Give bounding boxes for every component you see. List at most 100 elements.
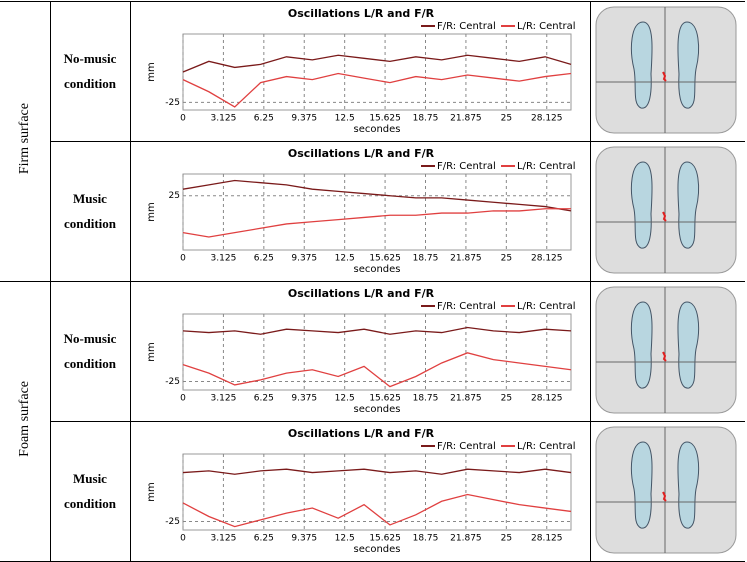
x-tick-label: 3.125: [210, 254, 236, 264]
left-foot: [630, 21, 653, 109]
x-tick-label: 6.25: [253, 534, 273, 544]
legend-label: F/R: Central: [437, 161, 496, 172]
x-tick-label: 28.125: [531, 534, 563, 544]
y-axis-label: mm: [146, 62, 157, 81]
series-line: [182, 179, 571, 212]
x-tick-label: 12.5: [334, 394, 354, 404]
table-row: Foam surface No-music condition Oscillatio…: [0, 281, 745, 562]
chart-cell: Oscillations L/R and F/R F/R: Central L/R:…: [129, 1, 590, 142]
legend-label: F/R: Central: [437, 301, 496, 312]
footprint: [595, 146, 736, 274]
chart-cell: Oscillations L/R and F/R F/R: Central L/R:…: [129, 281, 590, 422]
y-tick-label: 25: [168, 191, 179, 201]
y-axis-label: mm: [146, 202, 157, 221]
x-axis-label: secondes: [353, 404, 400, 415]
plot-frame: [182, 313, 571, 391]
x-tick-label: 28.125: [531, 394, 563, 404]
right-foot: [676, 161, 699, 249]
x-tick-label: 9.375: [291, 254, 317, 264]
x-tick-label: 15.625: [369, 254, 401, 264]
x-tick-label: 6.25: [253, 254, 273, 264]
cop-trace: [661, 491, 667, 502]
x-tick-label: 15.625: [369, 534, 401, 544]
series-line: [182, 493, 571, 528]
series-line: [182, 326, 571, 335]
platform: [595, 146, 736, 274]
footprint: [595, 6, 736, 134]
chart-cell: Oscillations L/R and F/R F/R: Central L/R:…: [129, 141, 590, 282]
legend-label: L/R: Central: [517, 301, 576, 312]
x-tick-label: 12.5: [334, 114, 354, 124]
left-foot: [630, 441, 653, 529]
x-tick-label: 3.125: [210, 114, 236, 124]
x-tick-label: 9.375: [291, 114, 317, 124]
x-tick-label: 6.25: [253, 394, 273, 404]
platform: [595, 426, 736, 554]
legend-label: L/R: Central: [517, 161, 576, 172]
x-tick-label: 15.625: [369, 114, 401, 124]
legend-label: L/R: Central: [517, 441, 576, 452]
chart-title: Oscillations L/R and F/R: [287, 287, 434, 300]
left-foot: [630, 161, 653, 249]
x-axis-label: secondes: [353, 544, 400, 555]
x-tick-label: 0: [180, 114, 186, 124]
x-tick-label: 25: [500, 254, 511, 264]
footprint-cell: [589, 141, 745, 282]
table-row: Music condition Oscillations L/R and F/R F…: [0, 141, 745, 282]
right-foot: [676, 441, 699, 529]
x-tick-label: 18.75: [412, 394, 438, 404]
x-tick-label: 0: [180, 394, 186, 404]
x-tick-label: 21.875: [450, 114, 482, 124]
y-tick-label: -25: [165, 377, 180, 387]
x-tick-label: 6.25: [253, 114, 273, 124]
series-line: [182, 72, 571, 108]
footprint-cell: [589, 281, 745, 422]
legend-label: F/R: Central: [437, 21, 496, 32]
right-foot: [676, 21, 699, 109]
series-line: [182, 352, 571, 388]
x-tick-label: 21.875: [450, 254, 482, 264]
chart-title: Oscillations L/R and F/R: [287, 7, 434, 20]
x-tick-label: 21.875: [450, 394, 482, 404]
x-tick-label: 9.375: [291, 534, 317, 544]
x-tick-label: 18.75: [412, 254, 438, 264]
platform: [595, 6, 736, 134]
x-tick-label: 3.125: [210, 394, 236, 404]
x-tick-label: 21.875: [450, 534, 482, 544]
footprint: [595, 426, 736, 554]
footprint: [595, 286, 736, 414]
footprint-cell: [589, 421, 745, 562]
chart-cell: Oscillations L/R and F/R F/R: Central L/R:…: [129, 421, 590, 562]
chart: Oscillations L/R and F/RF/R: Central L/R:…: [146, 427, 576, 555]
condition-cell: Music condition: [49, 421, 130, 562]
x-tick-label: 25: [500, 534, 511, 544]
chart-title: Oscillations L/R and F/R: [287, 147, 434, 160]
x-tick-label: 9.375: [291, 394, 317, 404]
y-tick-label: -25: [165, 517, 180, 527]
platform: [595, 286, 736, 414]
x-tick-label: 25: [500, 394, 511, 404]
table-row: Music condition Oscillations L/R and F/R F…: [0, 421, 745, 562]
footprint-cell: [589, 1, 745, 142]
table-row: Firm surface No-music condition Oscillatio…: [0, 1, 745, 282]
x-axis-label: secondes: [353, 124, 400, 135]
x-tick-label: 28.125: [531, 254, 563, 264]
condition-label: No-music condition: [63, 50, 117, 91]
cop-trace: [661, 351, 667, 362]
x-tick-label: 28.125: [531, 114, 563, 124]
surface-cell: Firm surface: [0, 1, 50, 282]
y-axis-label: mm: [146, 342, 157, 361]
condition-cell: Music condition: [49, 141, 130, 282]
y-tick-label: -25: [165, 98, 180, 108]
legend-label: L/R: Central: [517, 21, 576, 32]
cop-trace: [661, 211, 667, 222]
right-foot: [676, 301, 699, 389]
x-axis-label: secondes: [353, 264, 400, 275]
x-tick-label: 15.625: [369, 394, 401, 404]
x-tick-label: 25: [500, 114, 511, 124]
x-tick-label: 3.125: [210, 534, 236, 544]
surface-cell: Foam surface: [0, 281, 50, 562]
